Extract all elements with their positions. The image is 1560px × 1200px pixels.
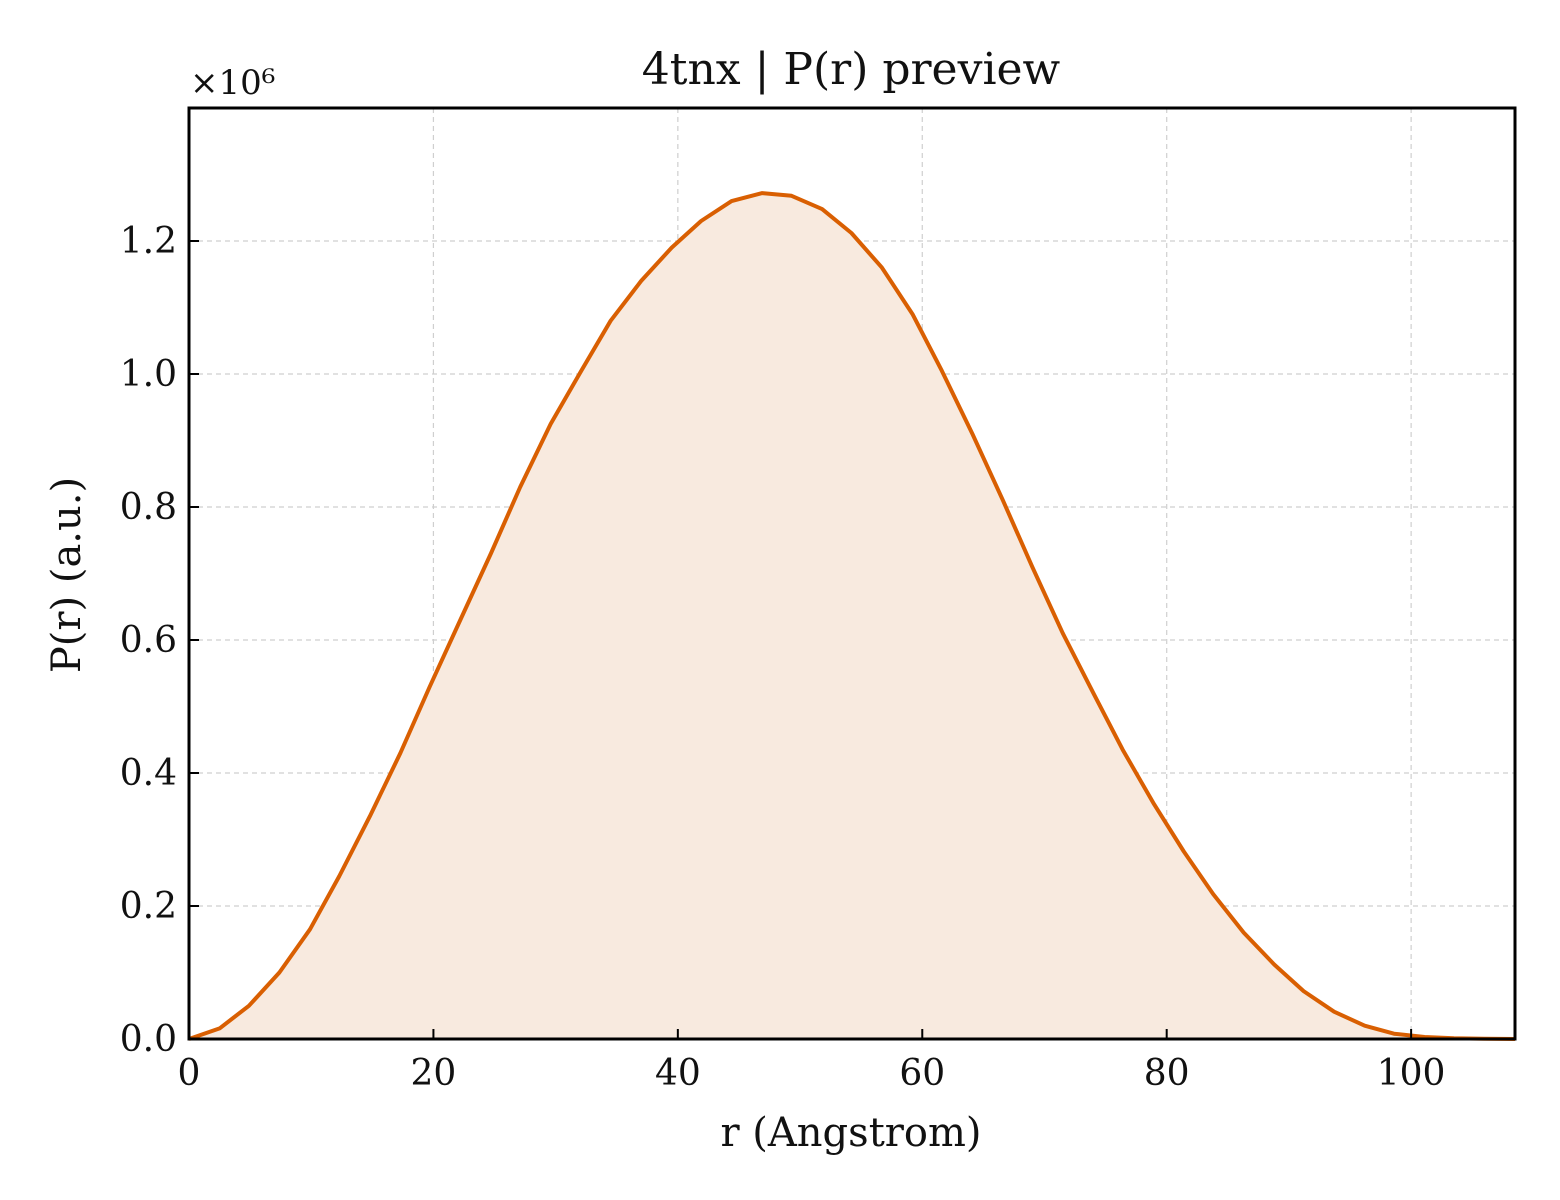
x-axis-label: r (Angstrom)	[720, 1110, 981, 1156]
chart-title: 4tnx | P(r) preview	[642, 44, 1061, 95]
x-tick-label: 40	[655, 1053, 701, 1094]
area-fill	[189, 193, 1515, 1040]
x-tick-label: 100	[1377, 1053, 1446, 1094]
pr-curve-line	[188, 191, 1516, 1041]
y-multiplier-label: ×10⁶	[190, 63, 275, 103]
x-tick-label: 80	[1144, 1053, 1190, 1094]
plot-frame	[187, 106, 1517, 1041]
y-tick-label: 0.4	[120, 753, 177, 794]
y-tick-label: 0.0	[120, 1019, 177, 1060]
y-tick-label: 1.2	[120, 221, 177, 262]
y-tick-label: 0.6	[120, 620, 177, 661]
y-tick-label: 0.8	[120, 487, 177, 528]
x-tick-label: 60	[899, 1053, 945, 1094]
tick-labels: 0 20 40 60 80 100 0.0 0.2 0.4 0.6 0.8 1.0 1.2	[120, 221, 1446, 1094]
x-tick-label: 0	[178, 1053, 201, 1094]
y-tick-label: 0.2	[120, 886, 177, 927]
x-tick-label: 20	[411, 1053, 457, 1094]
y-axis-label: P(r) (a.u.)	[44, 477, 90, 673]
y-tick-label: 1.0	[120, 354, 177, 395]
